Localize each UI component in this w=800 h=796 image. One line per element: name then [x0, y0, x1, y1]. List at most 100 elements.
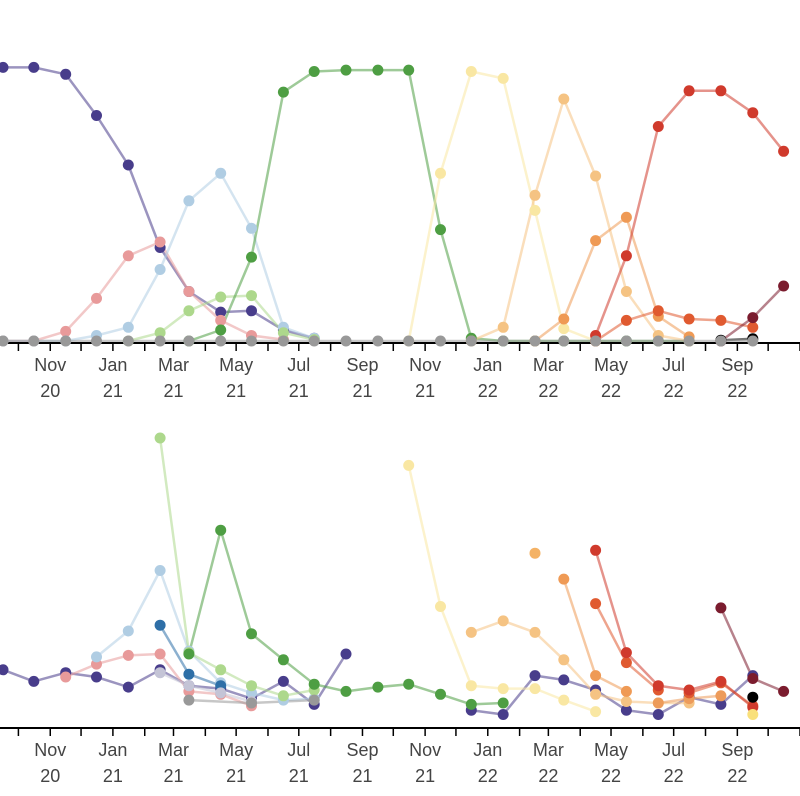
x-tick-label-month: May [219, 740, 253, 760]
data-point-series-2 [122, 321, 134, 333]
x-tick-label-month: Jul [287, 740, 310, 760]
x-tick-label-year: 21 [163, 766, 183, 786]
data-point-series-8 [529, 683, 541, 695]
x-tick-label-year: 22 [664, 381, 684, 401]
data-point-series-12 [154, 335, 166, 347]
x-tick-label-year: 21 [289, 381, 309, 401]
x-tick-label-year: 21 [226, 766, 246, 786]
data-point-series-6 [590, 170, 602, 182]
data-point-series-12 [340, 335, 352, 347]
data-point-series-1 [529, 670, 541, 682]
data-point-series-9 [778, 145, 790, 157]
x-tick-label-year: 21 [289, 766, 309, 786]
data-point-series-4 [246, 251, 257, 263]
data-point-series-12 [246, 335, 257, 347]
data-point-series-6 [215, 664, 227, 676]
data-point-series-7 [403, 678, 415, 690]
data-point-series-0 [246, 305, 257, 317]
data-point-series-9 [620, 696, 632, 707]
data-point-series-9 [529, 626, 541, 638]
data-point-series-7 [246, 628, 257, 640]
data-point-series-12 [403, 335, 415, 347]
data-point-series-9 [590, 688, 602, 700]
x-tick-label-month: Jan [98, 355, 127, 375]
x-tick-label-month: Jul [662, 740, 685, 760]
data-point-series-12 [590, 335, 602, 347]
data-point-series-9 [652, 121, 664, 132]
x-tick-label-month: Mar [158, 355, 189, 375]
data-point-series-3 [246, 290, 257, 302]
x-tick-label-month: Jan [473, 740, 502, 760]
data-point-series-5 [558, 323, 570, 335]
data-point-series-9 [558, 654, 570, 666]
data-point-series-8 [403, 459, 415, 471]
data-point-series-4 [372, 64, 384, 76]
x-tick-label-year: 21 [103, 381, 123, 401]
data-point-series-5 [183, 680, 195, 692]
data-point-series-4 [403, 64, 415, 76]
data-point-series-0 [28, 675, 40, 687]
data-point-series-5 [497, 72, 509, 84]
data-point-series-8 [435, 601, 446, 612]
x-tick-label-year: 22 [538, 381, 558, 401]
data-point-series-1 [122, 250, 134, 262]
x-tick-label-month: Nov [409, 355, 441, 375]
data-point-series-5 [435, 167, 446, 179]
series-line-7 [534, 216, 690, 342]
x-tick-label-month: May [594, 740, 628, 760]
data-point-series-11 [558, 573, 570, 585]
data-point-series-0 [340, 648, 352, 660]
data-point-series-6 [620, 286, 632, 297]
x-tick-label-year: 21 [352, 766, 372, 786]
chart-bottom: Nov 20 Jan 21 Mar 21 May 21 Jul 21 Sep 21 Nov 21 Jan 22… [0, 432, 800, 786]
data-point-series-5 [465, 66, 477, 77]
x-tick-label-year: 22 [478, 766, 498, 786]
x-tick-label-year: 22 [727, 381, 747, 401]
x-tick-label-month: Mar [533, 740, 564, 760]
series-lines [2, 437, 785, 716]
data-point-series-3 [154, 327, 166, 339]
x-tick-label-month: May [594, 355, 628, 375]
data-point-series-6 [558, 93, 570, 105]
data-point-series-8 [683, 313, 695, 325]
x-tick-label-month: May [219, 355, 253, 375]
data-point-series-10 [747, 312, 759, 324]
x-tick-label-month: Jul [287, 355, 310, 375]
data-point-series-12 [122, 335, 134, 347]
x-tick-label-month: Nov [34, 355, 66, 375]
data-point-series-6 [246, 680, 257, 692]
data-point-series-2 [154, 648, 166, 660]
x-tick-label-year: 20 [40, 766, 60, 786]
data-point-series-0 [277, 675, 289, 687]
data-point-series-6 [277, 690, 289, 702]
series-line-15 [594, 549, 754, 709]
data-point-series-12 [0, 335, 9, 347]
data-point-series-7 [340, 685, 352, 697]
data-point-series-12 [465, 335, 477, 347]
data-point-series-12 [60, 335, 72, 347]
x-tick-label-year: 22 [727, 766, 747, 786]
data-point-series-12 [372, 335, 384, 347]
x-axis: Nov 20 Jan 21 Mar 21 May 21 Jul 21 Sep 21 Nov 21 Jan 22… [0, 342, 800, 401]
series-line-0 [2, 653, 348, 706]
data-point-series-2 [122, 649, 134, 661]
data-points [0, 61, 790, 347]
x-tick-label-month: Sep [721, 355, 753, 375]
data-point-series-3 [183, 305, 195, 317]
data-point-series-9 [620, 250, 632, 262]
data-point-series-12 [652, 697, 664, 709]
x-tick-label-month: Sep [721, 740, 753, 760]
data-point-series-0 [28, 61, 40, 73]
data-point-series-16 [778, 685, 790, 697]
data-point-series-7 [620, 211, 632, 223]
data-point-series-12 [308, 335, 320, 347]
x-tick-label-year: 21 [103, 766, 123, 786]
data-point-series-3 [91, 651, 102, 663]
x-tick-label-year: 22 [538, 766, 558, 786]
data-point-series-0 [215, 306, 227, 318]
data-point-series-7 [590, 235, 602, 247]
x-tick-label-month: Mar [533, 355, 564, 375]
data-point-series-4 [435, 224, 446, 236]
data-point-series-3 [215, 291, 227, 303]
data-point-series-15 [652, 680, 664, 692]
